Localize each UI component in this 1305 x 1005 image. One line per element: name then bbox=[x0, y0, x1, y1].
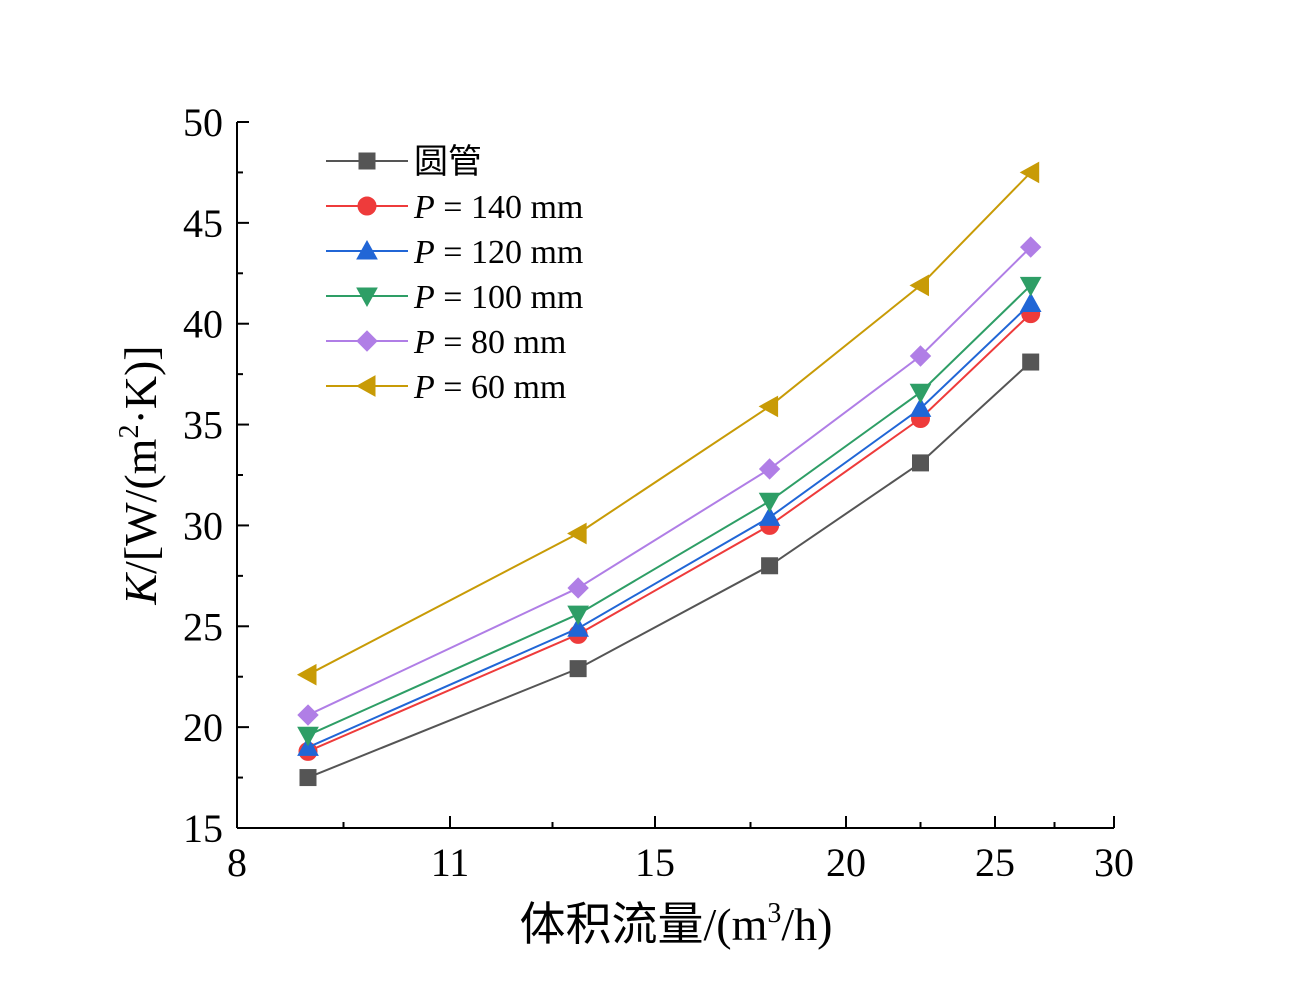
legend-marker bbox=[355, 375, 376, 397]
y-tick-label: 15 bbox=[183, 806, 223, 851]
series-0 bbox=[299, 353, 1040, 787]
legend-label: 圆管 bbox=[414, 143, 482, 181]
legend: 圆管 P = 140 mm P = 120 mm P = 100 mm P = 80 m… bbox=[326, 143, 583, 406]
data-point bbox=[567, 577, 589, 599]
x-axis-title: 体积流量/(m3/h) bbox=[520, 898, 833, 950]
series-3 bbox=[297, 276, 1042, 747]
legend-label: P = 100 mm bbox=[413, 279, 583, 316]
series-2 bbox=[297, 292, 1042, 756]
data-point bbox=[299, 769, 317, 787]
data-point bbox=[1022, 353, 1040, 371]
data-point bbox=[909, 274, 929, 297]
y-tick-label: 45 bbox=[183, 201, 223, 246]
data-point bbox=[909, 345, 932, 367]
legend-item: P = 60 mm bbox=[326, 369, 566, 406]
series-5 bbox=[296, 161, 1040, 686]
legend-item: 圆管 bbox=[326, 143, 482, 181]
data-point bbox=[1019, 236, 1042, 258]
series-layer bbox=[296, 161, 1042, 787]
axes: 15 20 25 30 35 40 45 50 8 11 15 20 25 30 bbox=[183, 100, 1134, 885]
axis-titles: 体积流量/(m3/h) K/[W/(m2·K)] bbox=[114, 345, 833, 950]
data-point bbox=[297, 726, 319, 747]
x-tick-label: 20 bbox=[826, 840, 866, 885]
series-4 bbox=[297, 236, 1042, 726]
y-axis-title: K/[W/(m2·K)] bbox=[114, 345, 166, 605]
data-point bbox=[758, 395, 779, 418]
data-point bbox=[758, 458, 781, 480]
legend-item: P = 100 mm bbox=[326, 279, 583, 316]
x-tick-label: 11 bbox=[431, 840, 470, 885]
legend-marker bbox=[356, 287, 378, 308]
legend-label: P = 140 mm bbox=[413, 189, 583, 226]
series-1 bbox=[298, 304, 1041, 761]
y-tick-label: 30 bbox=[183, 503, 223, 548]
data-point bbox=[1019, 161, 1040, 184]
y-tick-label: 50 bbox=[183, 100, 223, 145]
y-tick-label: 40 bbox=[183, 302, 223, 347]
legend-marker bbox=[356, 330, 378, 352]
data-point bbox=[567, 605, 589, 626]
data-point bbox=[296, 663, 317, 686]
data-point bbox=[909, 397, 932, 417]
legend-label: P = 80 mm bbox=[413, 324, 566, 361]
y-tick-label: 35 bbox=[183, 403, 223, 448]
data-point bbox=[297, 736, 319, 756]
y-tick-label: 25 bbox=[183, 604, 223, 649]
legend-item: P = 80 mm bbox=[326, 324, 566, 361]
y-tick-label: 20 bbox=[183, 705, 223, 750]
data-point bbox=[567, 617, 589, 637]
data-point bbox=[297, 704, 319, 726]
series-line bbox=[307, 246, 1032, 716]
legend-label: P = 120 mm bbox=[413, 234, 583, 271]
data-point bbox=[758, 492, 781, 513]
data-point bbox=[909, 383, 932, 404]
legend-item: P = 120 mm bbox=[326, 234, 583, 271]
x-tick-label: 15 bbox=[635, 840, 675, 885]
data-point bbox=[761, 557, 779, 575]
data-point bbox=[758, 506, 781, 526]
data-point bbox=[567, 522, 587, 545]
data-point bbox=[912, 454, 929, 472]
legend-marker bbox=[356, 239, 378, 260]
x-tick-label: 30 bbox=[1094, 840, 1134, 885]
legend-marker bbox=[357, 196, 377, 216]
data-point bbox=[569, 660, 587, 678]
legend-marker bbox=[358, 152, 376, 170]
legend-label: P = 60 mm bbox=[413, 369, 566, 406]
data-point bbox=[1019, 292, 1042, 313]
x-tick-label: 25 bbox=[975, 840, 1015, 885]
x-tick-label: 8 bbox=[227, 840, 247, 885]
legend-item: P = 140 mm bbox=[326, 189, 583, 226]
data-point bbox=[1019, 276, 1042, 297]
